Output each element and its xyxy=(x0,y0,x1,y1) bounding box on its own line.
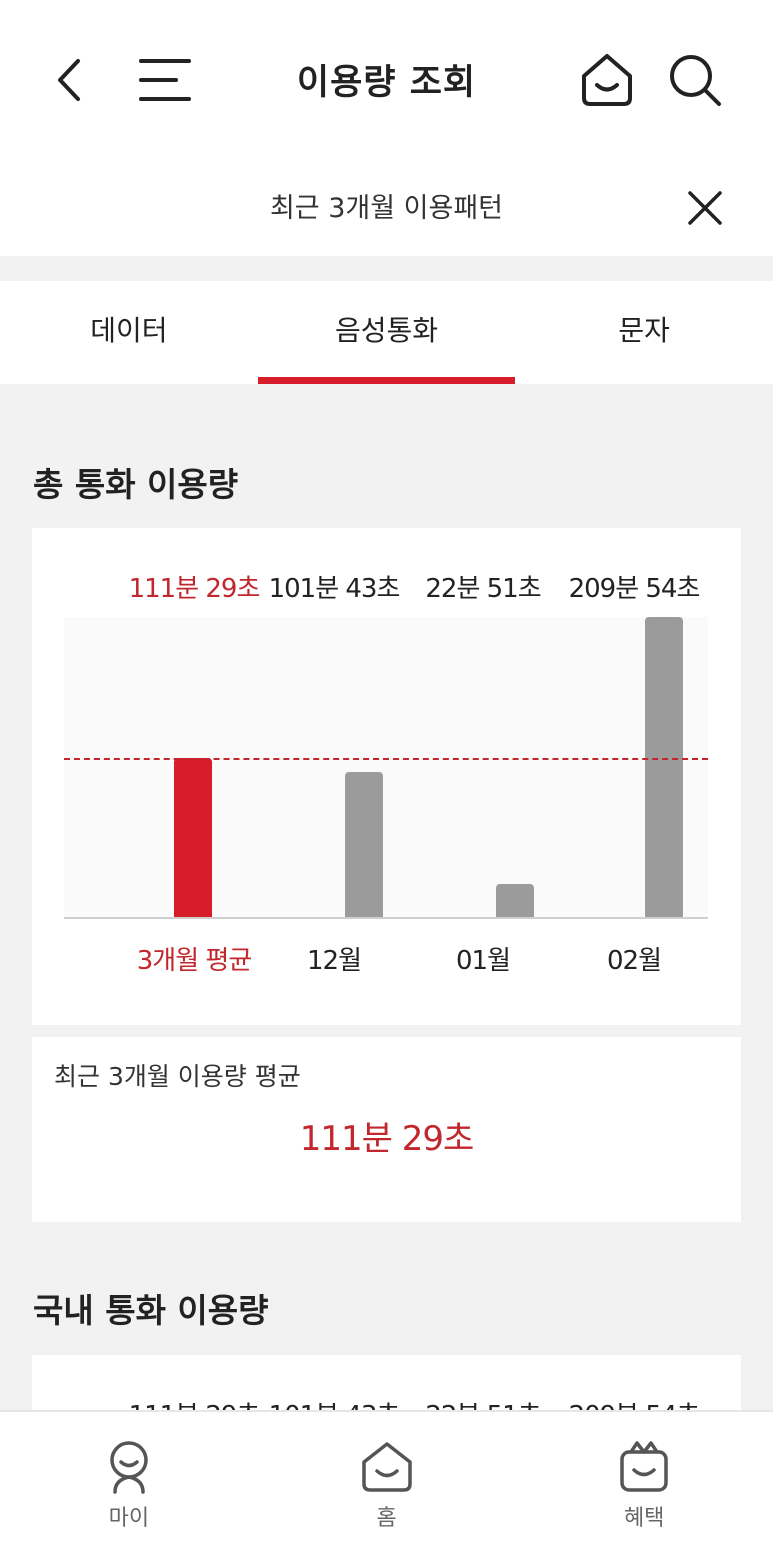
chart-baseline xyxy=(64,917,708,919)
nav-label: 혜택 xyxy=(623,1506,665,1531)
chart-bar-february xyxy=(645,617,683,917)
tab-data[interactable]: 데이터 xyxy=(90,313,168,347)
chart-plot-area xyxy=(64,617,708,917)
chart-bar-december xyxy=(345,772,383,917)
close-icon xyxy=(688,191,722,225)
section-title-domestic: 국내 통화 이용량 xyxy=(33,1291,269,1330)
bar-value-label: 111분 29초 xyxy=(128,574,261,604)
bar-value-label: 101분 43초 xyxy=(268,574,401,604)
average-summary-card: 최근 3개월 이용량 평균 111분 29초 xyxy=(32,1037,741,1222)
search-button[interactable] xyxy=(660,45,730,115)
back-button[interactable] xyxy=(40,50,100,110)
subheader: 최근 3개월 이용패턴 xyxy=(0,160,773,256)
category-label: 3개월 평균 xyxy=(136,946,253,976)
subheader-title: 최근 3개월 이용패턴 xyxy=(269,193,504,224)
home-face-icon xyxy=(582,54,632,106)
domestic-chart-card: 111분 29초 101분 43초 22분 51초 209분 54초 xyxy=(32,1355,741,1415)
benefit-icon xyxy=(620,1441,668,1492)
category-label: 12월 xyxy=(306,946,362,976)
bar-value-label: 209분 54초 xyxy=(568,574,701,604)
home-button[interactable] xyxy=(572,45,642,115)
nav-item-benefit[interactable]: 혜택 xyxy=(515,1412,773,1552)
tab-sms[interactable]: 문자 xyxy=(618,313,670,347)
average-reference-line xyxy=(64,758,708,760)
category-label: 01월 xyxy=(455,946,511,976)
category-label: 02월 xyxy=(606,946,662,976)
usage-tabs: 데이터 음성통화 문자 xyxy=(0,281,773,384)
average-value: 111분 29초 xyxy=(299,1119,475,1159)
nav-label: 홈 xyxy=(376,1506,397,1531)
my-icon xyxy=(110,1441,148,1494)
header: 이용량 조회 xyxy=(0,0,773,160)
nav-item-my[interactable]: 마이 xyxy=(0,1412,258,1552)
chart-bar-january xyxy=(496,884,534,917)
home-icon xyxy=(361,1442,412,1492)
menu-button[interactable] xyxy=(130,50,200,110)
average-label: 최근 3개월 이용량 평균 xyxy=(54,1062,301,1091)
tab-voice[interactable]: 음성통화 xyxy=(257,281,516,384)
chart-bar-3month-average xyxy=(174,758,212,917)
bottom-nav: 마이 홈 혜택 xyxy=(0,1410,773,1552)
menu-icon xyxy=(139,59,191,101)
bar-value-label: 22분 51초 xyxy=(425,574,541,604)
section-title-total: 총 통화 이용량 xyxy=(33,465,239,504)
page-title: 이용량 조회 xyxy=(296,63,477,103)
search-icon xyxy=(670,55,721,106)
usage-chart-card: 111분 29초 101분 43초 22분 51초 209분 54초 3개월 평… xyxy=(32,528,741,1025)
chevron-left-icon xyxy=(58,59,80,101)
close-button[interactable] xyxy=(677,180,733,236)
nav-label: 마이 xyxy=(108,1506,150,1531)
nav-item-home[interactable]: 홈 xyxy=(258,1412,516,1552)
